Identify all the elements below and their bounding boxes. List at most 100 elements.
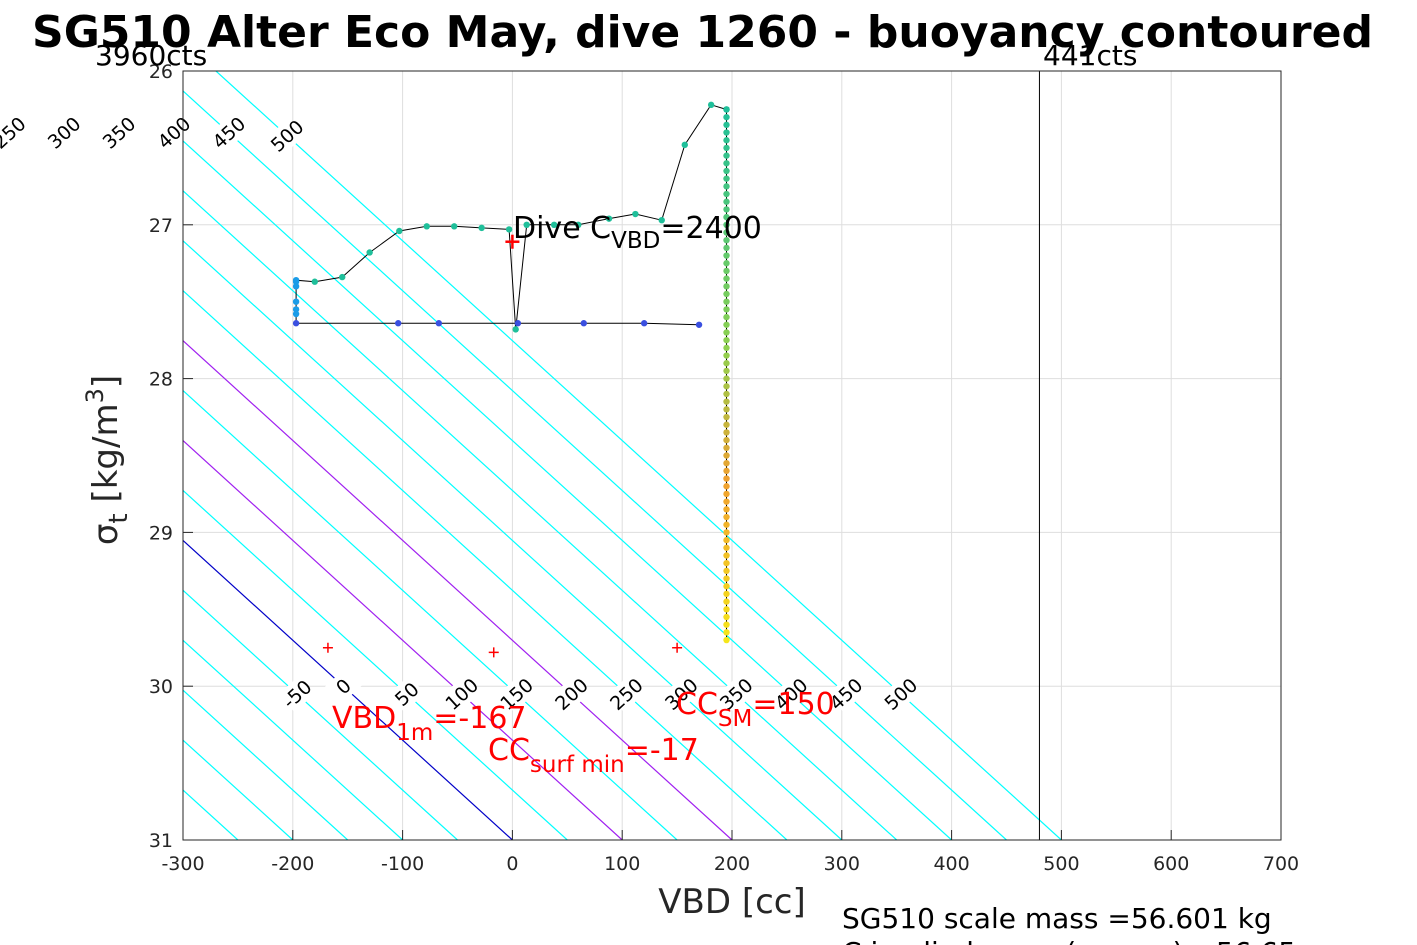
trajectory-point: [550, 221, 558, 228]
contour-label-bg: [388, 675, 426, 713]
contour-label-bg: [607, 675, 645, 713]
column-point: [723, 629, 730, 636]
trajectory-point: [292, 298, 300, 305]
y-axis-label: σt [kg/m3]: [81, 375, 134, 545]
column-point: [723, 483, 730, 490]
column-point: [723, 459, 730, 467]
column-point: [723, 429, 730, 436]
cc-surf-min-annotation: CCsurf min=-17: [488, 733, 699, 778]
counts-right-label: 441cts: [1043, 39, 1137, 72]
trajectory-point: [695, 321, 703, 328]
column-point: [723, 613, 730, 621]
trajectory-point: [575, 221, 582, 228]
trajectory-point: [523, 221, 530, 228]
column-point: [723, 283, 730, 290]
trajectory-point: [366, 249, 373, 256]
x-tick-label: 600: [1153, 853, 1189, 875]
column-point: [723, 152, 730, 159]
column-point: [723, 352, 730, 359]
trajectory-point: [580, 320, 587, 327]
trajectory-point: [339, 273, 346, 281]
contour-lines: [183, 71, 1062, 840]
trajectory-point: [505, 226, 513, 233]
column-point: [723, 606, 730, 613]
contour-label-bg: [443, 675, 480, 713]
x-tick-label: 200: [714, 853, 750, 875]
trajectory-point: [435, 320, 443, 327]
contour-label-bg: [0, 114, 28, 151]
trajectory-point: [514, 320, 522, 327]
trajectory-point: [292, 276, 300, 284]
column-point: [723, 398, 730, 405]
column-point: [723, 513, 730, 521]
column-point: [723, 444, 730, 452]
column-point: [723, 229, 730, 236]
column-point: [723, 406, 730, 413]
contour-label-bg: [662, 675, 700, 713]
column-point: [723, 129, 730, 136]
x-tick-label: 100: [604, 853, 640, 875]
contour-line-100: [183, 439, 623, 840]
contour-label-bg: [552, 675, 590, 713]
column-point: [723, 552, 730, 559]
column-point: [723, 213, 730, 221]
column-point: [723, 121, 730, 129]
column-point: [723, 260, 730, 267]
column-point: [723, 244, 730, 252]
column-point: [723, 167, 730, 175]
contour-label-bg: [278, 675, 316, 713]
contour-label-bg: [45, 114, 83, 151]
x-tick-label: -100: [381, 853, 424, 875]
x-tick-label: 500: [1043, 853, 1079, 875]
contour-line-250: [183, 289, 788, 840]
trajectory-point: [311, 278, 318, 285]
x-tick-label: 0: [506, 853, 518, 875]
column-point: [723, 267, 730, 275]
column-point: [723, 236, 730, 244]
counts-left-label: 3960cts: [95, 39, 207, 72]
trajectory-point: [658, 216, 665, 224]
column-point: [723, 475, 730, 482]
trajectory-point: [632, 210, 639, 218]
contour-label-bg: [268, 117, 306, 154]
x-tick-label: -200: [271, 853, 314, 875]
contour-label-bg: [882, 675, 920, 713]
column-point: [723, 360, 730, 367]
contour-label-bg: [772, 675, 810, 713]
contour-line-200: [183, 339, 733, 840]
column-point: [723, 298, 730, 305]
contour-line--150: [183, 689, 349, 840]
trajectory-point: [292, 320, 300, 327]
trajectory-point: [478, 224, 485, 232]
y-tick-label: 26: [149, 61, 173, 83]
column-point: [723, 521, 730, 528]
x-tick-label: 700: [1263, 853, 1299, 875]
column-point: [723, 290, 730, 298]
contour-label-bg: [717, 675, 755, 713]
contour-line-400: [183, 140, 953, 840]
footer-implied-mass: C implied mass (approx) =56.65: [842, 936, 1296, 945]
column-point: [723, 183, 730, 190]
column-point: [723, 375, 730, 382]
y-axis-label-subscript: t: [104, 513, 134, 523]
column-point: [723, 506, 730, 513]
trajectory-point: [707, 101, 715, 109]
column-point: [723, 567, 730, 575]
column-point: [723, 198, 730, 205]
column-point: [723, 590, 730, 598]
trajectory-point: [451, 223, 458, 230]
column-point: [723, 336, 730, 344]
column-point: [723, 275, 730, 282]
column-point: [723, 113, 730, 121]
column-point: [723, 383, 730, 390]
contour-line-350: [183, 190, 898, 840]
contour-label: 350: [99, 113, 141, 154]
footer-scale-mass: SG510 scale mass =56.601 kg: [842, 902, 1272, 935]
column-point: [723, 467, 730, 475]
column-point: [723, 313, 730, 321]
column-point: [723, 498, 730, 505]
x-axis-label: VBD [cc]: [658, 882, 806, 922]
contour-label-bg: [100, 114, 138, 151]
contour-label-bg: [210, 114, 248, 151]
contour-line-50: [183, 489, 568, 840]
